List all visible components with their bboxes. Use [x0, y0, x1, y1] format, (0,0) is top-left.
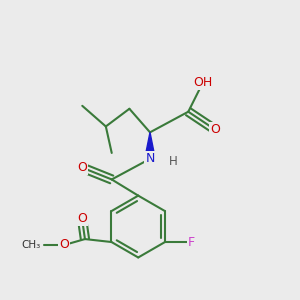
Text: O: O	[59, 238, 69, 251]
Text: O: O	[210, 123, 220, 136]
Text: H: H	[169, 155, 178, 168]
Text: OH: OH	[194, 76, 213, 89]
Text: O: O	[77, 161, 87, 174]
Text: O: O	[77, 212, 87, 225]
Text: N: N	[145, 152, 155, 165]
Text: F: F	[188, 236, 195, 248]
Text: CH₃: CH₃	[22, 240, 41, 250]
Polygon shape	[145, 132, 155, 159]
